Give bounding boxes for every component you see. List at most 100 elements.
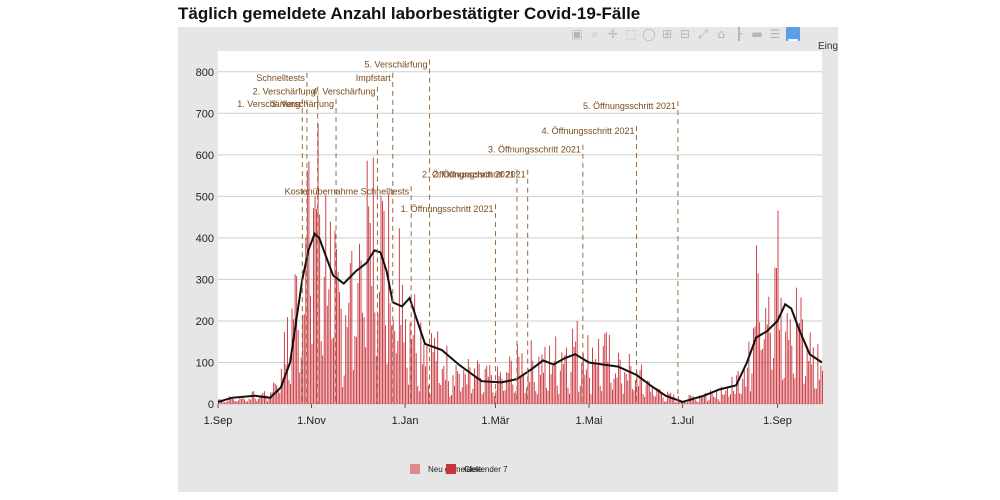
daily-case-bar — [538, 356, 540, 404]
daily-case-bar — [751, 373, 753, 404]
daily-case-bar — [260, 394, 262, 404]
daily-case-bar — [529, 381, 531, 404]
annotation-label: 5. Öffnungsschritt 2021 — [583, 101, 676, 111]
daily-case-bar — [556, 385, 558, 404]
daily-case-bar — [382, 200, 383, 404]
daily-case-bar — [803, 383, 805, 404]
daily-case-bar — [760, 350, 762, 404]
daily-case-bar — [687, 402, 689, 404]
daily-case-bar — [615, 373, 616, 404]
daily-case-bar — [294, 274, 296, 404]
hover-compare-icon[interactable]: ☰ — [769, 27, 781, 41]
lasso-icon[interactable]: ◯ — [642, 27, 656, 41]
daily-case-bar — [400, 324, 402, 404]
daily-case-bar — [587, 335, 589, 404]
daily-case-bar — [814, 388, 816, 404]
daily-case-bar — [276, 385, 278, 404]
daily-case-bar — [322, 355, 324, 404]
daily-case-bar — [611, 389, 613, 404]
daily-case-bar — [262, 392, 264, 404]
daily-case-bar — [578, 391, 580, 404]
daily-case-bar — [460, 391, 462, 404]
daily-case-bar — [546, 388, 547, 404]
daily-case-bar — [227, 400, 229, 404]
daily-case-bar — [791, 345, 793, 404]
annotation-label: Kostenübernahme Schnelltests — [285, 186, 410, 196]
daily-case-bar — [555, 336, 557, 404]
daily-case-bar — [245, 401, 247, 404]
daily-case-bar — [354, 335, 356, 404]
daily-case-bar — [771, 369, 773, 404]
daily-case-bar — [802, 319, 803, 404]
daily-case-bar — [256, 400, 258, 404]
daily-case-bar — [581, 362, 583, 404]
daily-case-bar — [710, 390, 712, 404]
daily-case-bar — [288, 380, 290, 404]
spike-lines-icon[interactable]: ┠ — [735, 27, 743, 41]
daily-case-bar — [472, 388, 474, 404]
y-tick-label: 500 — [196, 191, 214, 203]
daily-case-bar — [596, 365, 598, 404]
daily-case-bar — [466, 384, 468, 404]
daily-case-bar — [501, 378, 503, 404]
daily-case-bar — [567, 387, 569, 404]
daily-case-bar — [598, 338, 600, 404]
daily-case-bar — [309, 295, 311, 404]
zoom-in-icon[interactable]: ⊞ — [661, 27, 673, 41]
camera-icon[interactable]: ▣ — [571, 27, 583, 41]
daily-case-bar — [372, 157, 374, 404]
daily-case-bar — [420, 322, 422, 404]
plotly-logo-icon[interactable]: ▁ — [786, 27, 800, 41]
daily-case-bar — [446, 345, 448, 404]
daily-case-bar — [708, 399, 710, 404]
daily-case-bar — [426, 345, 428, 404]
daily-case-bar — [605, 331, 607, 404]
daily-case-bar — [478, 363, 480, 404]
daily-case-bar — [782, 379, 784, 404]
daily-case-bar — [624, 371, 626, 404]
daily-case-bar — [383, 210, 385, 404]
plot-area — [218, 51, 822, 404]
daily-case-bar — [302, 314, 304, 404]
daily-case-bar — [250, 399, 252, 404]
daily-case-bar — [348, 302, 350, 404]
daily-case-bar — [674, 401, 676, 404]
daily-case-bar — [799, 322, 800, 404]
daily-case-bar — [313, 208, 314, 404]
daily-case-bar — [362, 312, 364, 404]
daily-case-bar — [290, 384, 291, 404]
daily-case-bar — [359, 243, 360, 404]
daily-case-bar — [417, 386, 419, 404]
daily-case-bar — [461, 387, 463, 404]
daily-case-bar — [639, 370, 641, 404]
daily-case-bar — [346, 327, 348, 404]
daily-case-bar — [588, 377, 590, 404]
pan-icon[interactable]: ✛ — [607, 27, 619, 41]
annotation-label: 4. Verschärfung — [312, 87, 375, 97]
daily-case-bar — [305, 237, 307, 404]
daily-case-bar — [234, 401, 236, 404]
daily-case-bar — [457, 371, 459, 404]
daily-case-bar — [523, 375, 524, 404]
box-select-icon[interactable]: ⬚ — [625, 27, 637, 41]
daily-case-bar — [320, 341, 322, 404]
home-icon[interactable]: ⌂ — [717, 27, 725, 41]
zoom-out-icon[interactable]: ⊟ — [679, 27, 691, 41]
hover-closest-icon[interactable]: ▬ — [751, 27, 763, 41]
daily-case-bar — [722, 394, 724, 404]
daily-case-bar — [385, 325, 387, 404]
daily-case-bar — [590, 394, 592, 404]
daily-case-bar — [403, 342, 405, 404]
daily-case-bar — [570, 371, 572, 404]
daily-case-bar — [645, 384, 647, 404]
daily-case-bar — [355, 336, 357, 404]
daily-case-bar — [811, 364, 813, 404]
daily-case-bar — [671, 396, 673, 404]
daily-case-bar — [296, 276, 298, 404]
daily-case-bar — [332, 337, 334, 404]
daily-case-bar — [316, 208, 318, 404]
autoscale-icon[interactable]: ⤢ — [698, 27, 708, 41]
annotation-label: 4. Öffnungsschritt 2021 — [542, 126, 635, 136]
daily-case-bar — [521, 353, 523, 404]
zoom-icon[interactable]: ⌕ — [591, 27, 599, 41]
